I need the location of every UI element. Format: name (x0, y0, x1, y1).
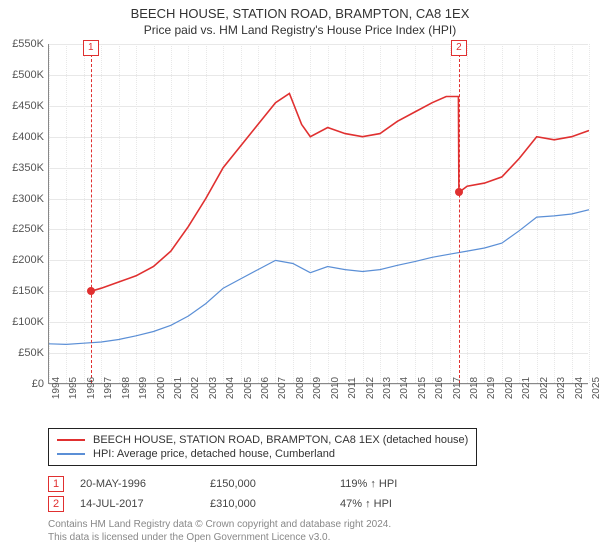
legend-swatch (57, 453, 85, 455)
sale-row-price: £310,000 (210, 498, 340, 510)
sale-marker-line (91, 44, 92, 383)
chart-subtitle: Price paid vs. HM Land Registry's House … (0, 21, 600, 37)
sale-row-date: 14-JUL-2017 (80, 498, 210, 510)
chart-container: BEECH HOUSE, STATION ROAD, BRAMPTON, CA8… (0, 0, 600, 560)
sale-row-delta: 47% ↑ HPI (340, 498, 470, 510)
y-tick-label: £150K (12, 285, 44, 297)
y-tick-label: £200K (12, 254, 44, 266)
x-tick-label: 2007 (277, 377, 288, 399)
legend-box: BEECH HOUSE, STATION ROAD, BRAMPTON, CA8… (48, 428, 477, 466)
y-tick-label: £100K (12, 316, 44, 328)
x-tick-label: 2014 (399, 377, 410, 399)
x-tick-label: 2006 (260, 377, 271, 399)
sale-marker-dot (455, 188, 463, 196)
sale-row-badge: 2 (48, 496, 64, 512)
footer-attribution: Contains HM Land Registry data © Crown c… (48, 518, 588, 544)
x-tick-label: 2009 (312, 377, 323, 399)
sale-row-delta: 119% ↑ HPI (340, 478, 470, 490)
sale-row-date: 20-MAY-1996 (80, 478, 210, 490)
x-tick-label: 2015 (417, 377, 428, 399)
x-tick-label: 1999 (138, 377, 149, 399)
legend-row: HPI: Average price, detached house, Cumb… (57, 447, 468, 461)
x-tick-label: 2001 (173, 377, 184, 399)
legend-label: HPI: Average price, detached house, Cumb… (93, 448, 335, 460)
y-tick-label: £550K (12, 38, 44, 50)
sale-row: 1 20-MAY-1996£150,000119% ↑ HPI (48, 474, 588, 494)
legend: BEECH HOUSE, STATION ROAD, BRAMPTON, CA8… (48, 428, 588, 466)
sale-row: 2 14-JUL-2017£310,00047% ↑ HPI (48, 494, 588, 514)
x-tick-label: 2020 (504, 377, 515, 399)
y-tick-label: £250K (12, 223, 44, 235)
sale-row-price: £150,000 (210, 478, 340, 490)
x-tick-label: 2000 (156, 377, 167, 399)
x-tick-label: 1995 (68, 377, 79, 399)
x-tick-label: 2002 (190, 377, 201, 399)
y-tick-label: £50K (18, 347, 44, 359)
y-axis: £0£50K£100K£150K£200K£250K£300K£350K£400… (0, 44, 48, 384)
x-tick-label: 2019 (486, 377, 497, 399)
legend-row: BEECH HOUSE, STATION ROAD, BRAMPTON, CA8… (57, 433, 468, 447)
x-tick-label: 2022 (539, 377, 550, 399)
y-tick-label: £400K (12, 131, 44, 143)
sales-table: 1 20-MAY-1996£150,000119% ↑ HPI 2 14-JUL-20… (48, 474, 588, 514)
x-axis: 1994199519961997199819992000200120022003… (48, 386, 588, 414)
x-tick-label: 2024 (574, 377, 585, 399)
sale-row-badge: 1 (48, 476, 64, 492)
x-tick-label: 2012 (365, 377, 376, 399)
chart-title: BEECH HOUSE, STATION ROAD, BRAMPTON, CA8… (0, 0, 600, 21)
sale-marker-line (459, 44, 460, 383)
sale-marker-badge: 1 (83, 40, 99, 56)
y-tick-label: £0 (32, 378, 44, 390)
y-tick-label: £450K (12, 100, 44, 112)
x-tick-label: 1996 (86, 377, 97, 399)
x-tick-label: 2008 (295, 377, 306, 399)
chart-area: £0 £50K £100K £150K £200K £250K £300K £350K £400… (0, 44, 600, 414)
y-tick-label: £300K (12, 193, 44, 205)
x-tick-label: 2016 (434, 377, 445, 399)
x-tick-label: 2025 (591, 377, 600, 399)
x-tick-label: 2010 (330, 377, 341, 399)
x-tick-label: 1998 (121, 377, 132, 399)
legend-label: BEECH HOUSE, STATION ROAD, BRAMPTON, CA8… (93, 434, 468, 446)
sale-marker-dot (87, 287, 95, 295)
x-tick-label: 2004 (225, 377, 236, 399)
legend-swatch (57, 439, 85, 441)
x-tick-label: 1994 (51, 377, 62, 399)
footer-line-2: This data is licensed under the Open Gov… (48, 531, 588, 544)
x-tick-label: 1997 (103, 377, 114, 399)
y-tick-label: £350K (12, 162, 44, 174)
series-property (91, 94, 589, 292)
x-tick-label: 2018 (469, 377, 480, 399)
series-hpi (49, 210, 589, 345)
x-tick-label: 2005 (243, 377, 254, 399)
plot-area: 12 (48, 44, 588, 384)
x-tick-label: 2021 (521, 377, 532, 399)
x-tick-label: 2017 (452, 377, 463, 399)
line-series-svg (49, 44, 589, 384)
footer-line-1: Contains HM Land Registry data © Crown c… (48, 518, 588, 531)
x-tick-label: 2023 (556, 377, 567, 399)
x-tick-label: 2003 (208, 377, 219, 399)
x-tick-label: 2011 (347, 377, 358, 399)
x-tick-label: 2013 (382, 377, 393, 399)
sale-marker-badge: 2 (451, 40, 467, 56)
y-tick-label: £500K (12, 69, 44, 81)
